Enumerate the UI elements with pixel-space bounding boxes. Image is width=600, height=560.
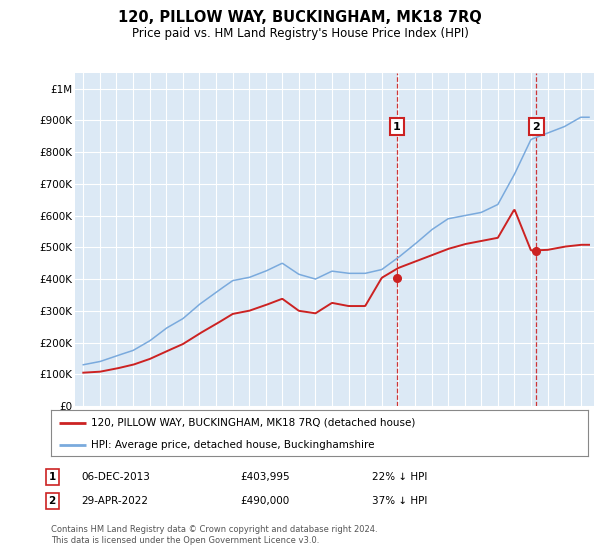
Text: £403,995: £403,995 bbox=[240, 472, 290, 482]
Text: 120, PILLOW WAY, BUCKINGHAM, MK18 7RQ (detached house): 120, PILLOW WAY, BUCKINGHAM, MK18 7RQ (d… bbox=[91, 418, 416, 428]
Text: 06-DEC-2013: 06-DEC-2013 bbox=[81, 472, 150, 482]
Text: 37% ↓ HPI: 37% ↓ HPI bbox=[372, 496, 427, 506]
Text: £490,000: £490,000 bbox=[240, 496, 289, 506]
Text: Price paid vs. HM Land Registry's House Price Index (HPI): Price paid vs. HM Land Registry's House … bbox=[131, 27, 469, 40]
Text: 120, PILLOW WAY, BUCKINGHAM, MK18 7RQ: 120, PILLOW WAY, BUCKINGHAM, MK18 7RQ bbox=[118, 10, 482, 25]
Text: 29-APR-2022: 29-APR-2022 bbox=[81, 496, 148, 506]
Text: 1: 1 bbox=[393, 122, 401, 132]
Text: Contains HM Land Registry data © Crown copyright and database right 2024.
This d: Contains HM Land Registry data © Crown c… bbox=[51, 525, 377, 545]
Text: 1: 1 bbox=[49, 472, 56, 482]
Text: 2: 2 bbox=[49, 496, 56, 506]
Text: 22% ↓ HPI: 22% ↓ HPI bbox=[372, 472, 427, 482]
Text: HPI: Average price, detached house, Buckinghamshire: HPI: Average price, detached house, Buck… bbox=[91, 440, 375, 450]
Text: 2: 2 bbox=[533, 122, 541, 132]
